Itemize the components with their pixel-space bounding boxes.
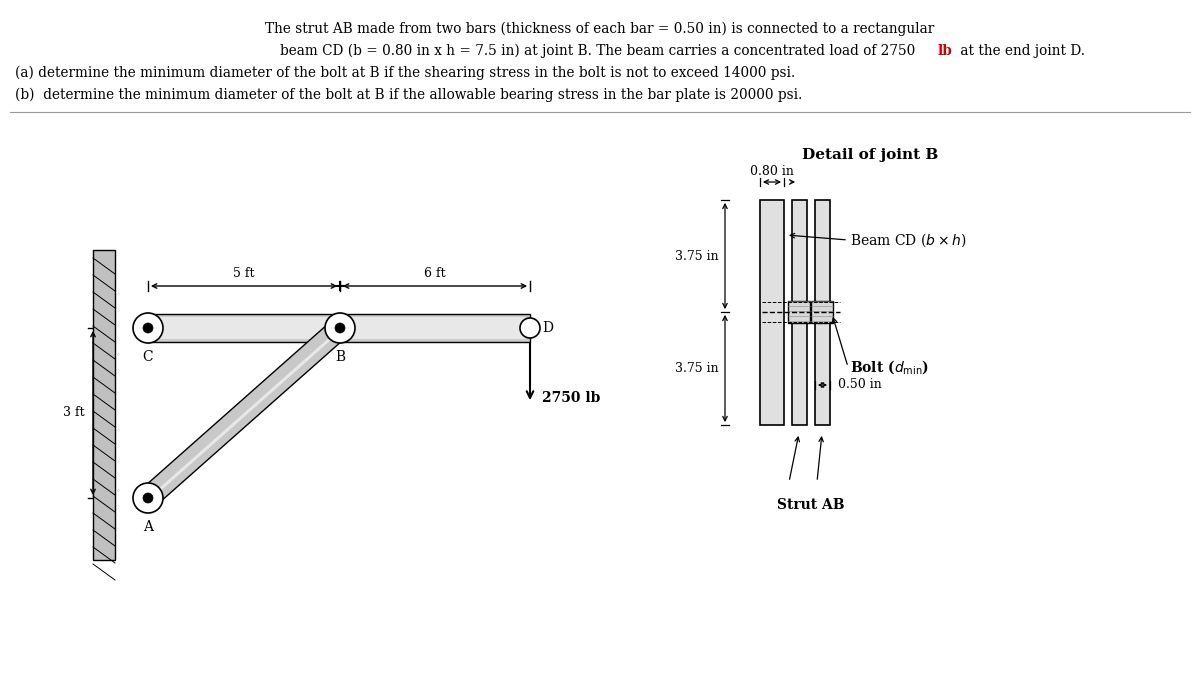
Text: (a) determine the minimum diameter of the bolt at B if the shearing stress in th: (a) determine the minimum diameter of th…: [14, 66, 796, 80]
Text: 2750 lb: 2750 lb: [542, 391, 600, 405]
Text: beam CD (b = 0.80 in x h = 7.5 in) at joint B. The beam carries a concentrated l: beam CD (b = 0.80 in x h = 7.5 in) at jo…: [280, 44, 920, 59]
Bar: [811, 301, 833, 323]
Text: D: D: [542, 321, 553, 335]
Circle shape: [325, 313, 355, 343]
Circle shape: [133, 483, 163, 513]
Circle shape: [520, 318, 540, 338]
Bar: [792, 200, 808, 425]
Circle shape: [133, 313, 163, 343]
Text: 3 ft: 3 ft: [64, 406, 85, 419]
Circle shape: [143, 493, 154, 503]
Bar: [788, 301, 810, 323]
Bar: [148, 314, 530, 342]
Text: 6 ft: 6 ft: [424, 267, 446, 280]
Text: 5 ft: 5 ft: [233, 267, 254, 280]
Text: Beam CD ($b \times h$): Beam CD ($b \times h$): [850, 231, 967, 249]
Bar: [815, 200, 830, 425]
Text: The strut AB made from two bars (thickness of each bar = 0.50 in) is connected t: The strut AB made from two bars (thickne…: [265, 22, 935, 36]
Circle shape: [143, 323, 154, 333]
Text: lb: lb: [938, 44, 953, 58]
Text: Detail of joint B: Detail of joint B: [802, 148, 938, 162]
Text: Strut AB: Strut AB: [778, 498, 845, 512]
Text: 0.50 in: 0.50 in: [838, 379, 882, 391]
Text: C: C: [143, 350, 154, 364]
Text: 0.80 in: 0.80 in: [750, 165, 794, 178]
Polygon shape: [140, 320, 347, 506]
Text: Bolt ($d_{\rm min}$): Bolt ($d_{\rm min}$): [850, 358, 929, 376]
Polygon shape: [148, 328, 342, 500]
Text: A: A: [143, 520, 154, 534]
Text: B: B: [335, 350, 346, 364]
Text: at the end joint D.: at the end joint D.: [956, 44, 1085, 58]
Text: 3.75 in: 3.75 in: [676, 362, 719, 375]
Circle shape: [335, 323, 346, 333]
Bar: [94, 250, 115, 560]
Bar: [760, 200, 784, 425]
Bar: [154, 317, 526, 339]
Text: (b)  determine the minimum diameter of the bolt at B if the allowable bearing st: (b) determine the minimum diameter of th…: [14, 88, 803, 103]
Text: 3.75 in: 3.75 in: [676, 250, 719, 263]
